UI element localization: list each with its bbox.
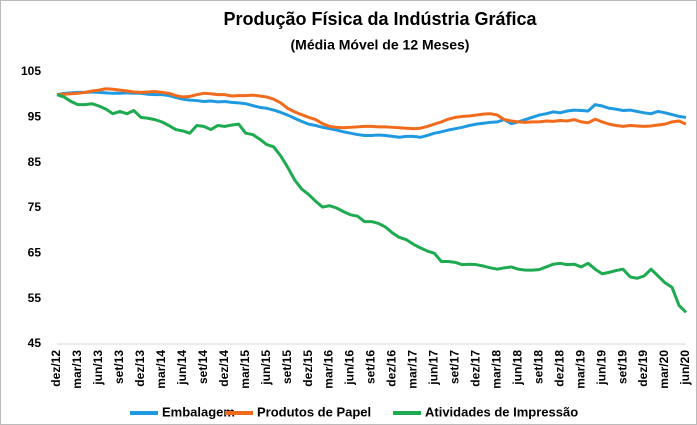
y-tick-label: 85 xyxy=(28,155,42,169)
legend-label: Atividades de Impressão xyxy=(425,404,578,419)
x-tick-label: jun/15 xyxy=(259,350,273,386)
line-series xyxy=(56,93,688,314)
x-tick-label: dez/12 xyxy=(49,350,63,387)
x-tick-label: jun/14 xyxy=(175,350,189,386)
chart-subtitle: (Média Móvel de 12 Meses) xyxy=(291,37,470,53)
x-tick-label: mar/18 xyxy=(489,350,503,389)
x-tick-label: mar/14 xyxy=(154,350,168,389)
line-series xyxy=(56,87,687,131)
x-tick-label: jun/13 xyxy=(91,350,105,386)
x-tick-label: set/19 xyxy=(615,350,629,384)
x-tick-label: mar/20 xyxy=(657,350,671,389)
x-tick-label: set/15 xyxy=(280,350,294,384)
x-tick-label: mar/17 xyxy=(406,350,420,389)
legend-label: Produtos de Papel xyxy=(257,404,371,419)
x-tick-label: dez/15 xyxy=(301,350,315,387)
x-tick-label: jun/17 xyxy=(427,350,441,386)
x-tick-label: jun/20 xyxy=(678,350,692,386)
x-tick-label: mar/19 xyxy=(573,350,587,389)
x-tick-label: dez/17 xyxy=(469,350,483,387)
y-tick-label: 105 xyxy=(21,64,41,78)
chart-title: Produção Física da Indústria Gráfica xyxy=(223,9,537,29)
x-tick-label: set/13 xyxy=(112,350,126,384)
y-tick-label: 95 xyxy=(28,110,42,124)
x-tick-label: dez/14 xyxy=(217,350,231,387)
x-tick-label: set/17 xyxy=(448,350,462,384)
y-tick-label: 65 xyxy=(28,246,42,260)
x-tick-label: jun/16 xyxy=(343,350,357,386)
x-tick-label: mar/15 xyxy=(238,350,252,389)
legend-label: Embalagem xyxy=(162,404,235,419)
x-tick-label: dez/19 xyxy=(636,350,650,387)
x-tick-label: set/18 xyxy=(531,350,545,384)
y-tick-label: 55 xyxy=(28,291,42,305)
x-tick-label: dez/16 xyxy=(385,350,399,387)
y-tick-label: 45 xyxy=(28,336,42,350)
line-series xyxy=(56,90,687,139)
x-tick-label: dez/18 xyxy=(552,350,566,387)
x-tick-label: set/14 xyxy=(196,350,210,384)
x-tick-label: mar/16 xyxy=(322,350,336,389)
x-tick-label: set/16 xyxy=(364,350,378,384)
x-tick-label: jun/18 xyxy=(510,350,524,386)
x-tick-label: dez/13 xyxy=(133,350,147,387)
x-tick-label: jun/19 xyxy=(594,350,608,386)
x-tick-label: mar/13 xyxy=(70,350,84,389)
y-tick-label: 75 xyxy=(28,200,42,214)
